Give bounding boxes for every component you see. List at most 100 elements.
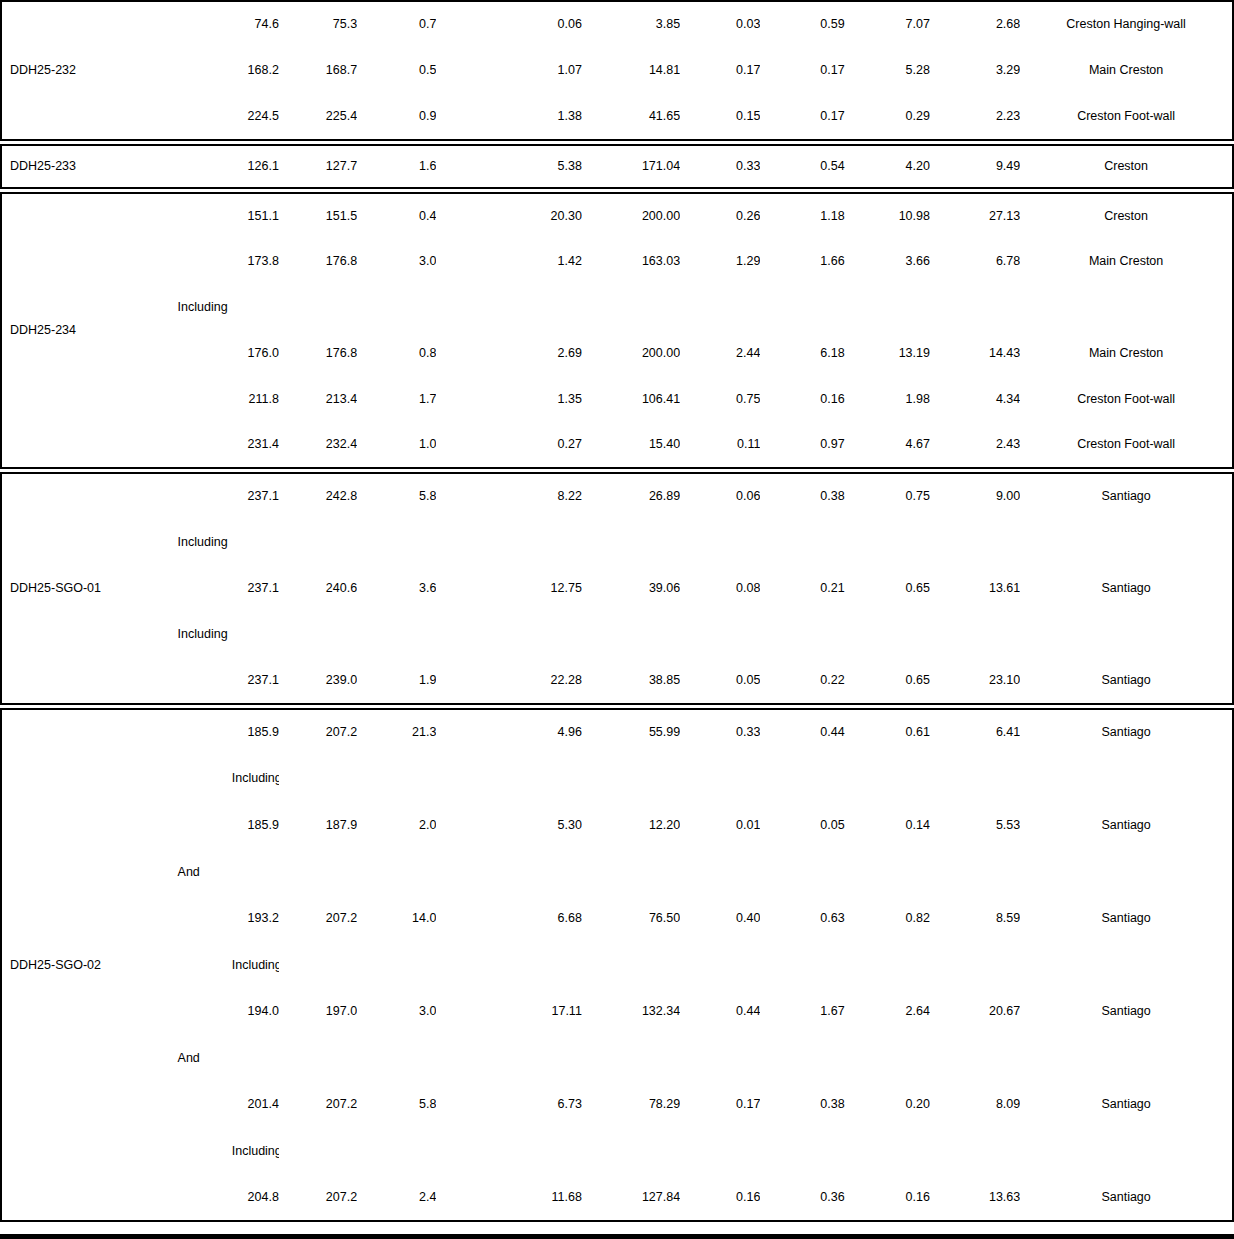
width-cell: 14.0 [357,895,436,942]
v1-cell [436,612,581,658]
from-cell [232,1035,279,1082]
v6-cell: 6.41 [930,709,1020,756]
v6-cell: 4.34 [930,376,1020,422]
to-cell [279,519,357,565]
qualifier-cell [172,239,232,285]
v6-cell [930,519,1020,565]
zone-cell: Creston [1020,145,1233,188]
v5-cell: 0.75 [845,473,930,519]
v6-cell: 8.09 [930,1081,1020,1128]
v3-cell: 0.17 [680,47,760,93]
v5-cell [845,1128,930,1175]
v6-cell: 9.49 [930,145,1020,188]
v3-cell: 0.33 [680,709,760,756]
v6-cell: 13.63 [930,1174,1020,1221]
v5-cell: 13.19 [845,330,930,376]
v5-cell: 3.66 [845,239,930,285]
v6-cell: 13.61 [930,565,1020,611]
v2-cell: 132.34 [582,988,680,1035]
from-cell: 173.8 [232,239,279,285]
to-cell [279,612,357,658]
next-section-top-border [0,1234,1234,1239]
from-cell: 237.1 [232,565,279,611]
v2-cell [582,285,680,331]
width-cell: 1.0 [357,422,436,468]
to-cell: 239.0 [279,658,357,704]
v4-cell: 0.16 [760,376,844,422]
qualifier-cell [172,94,232,140]
width-cell: 3.0 [357,239,436,285]
assay-row: 173.8176.83.01.42163.031.291.663.666.78M… [1,239,1233,285]
v6-cell: 6.78 [930,239,1020,285]
qualifier-row: Including [1,612,1233,658]
qualifier-cell [172,1174,232,1221]
v2-cell: 200.00 [582,330,680,376]
from-cell: Including [232,1128,279,1175]
v1-cell [436,1128,581,1175]
v2-cell: 38.85 [582,658,680,704]
v4-cell: 0.38 [760,1081,844,1128]
v5-cell [845,1035,930,1082]
v5-cell: 0.20 [845,1081,930,1128]
v1-cell: 6.68 [436,895,581,942]
v3-cell [680,849,760,896]
to-cell: 127.7 [279,145,357,188]
zone-cell: Santiago [1020,565,1233,611]
v6-cell: 23.10 [930,658,1020,704]
v5-cell: 0.65 [845,658,930,704]
v3-cell: 0.26 [680,193,760,239]
v4-cell: 1.18 [760,193,844,239]
v3-cell [680,942,760,989]
v2-cell: 55.99 [582,709,680,756]
v4-cell [760,612,844,658]
from-cell: 74.6 [232,1,279,47]
v5-cell: 0.29 [845,94,930,140]
width-cell: 0.9 [357,94,436,140]
v1-cell: 17.11 [436,988,581,1035]
v2-cell [582,755,680,802]
width-cell [357,285,436,331]
v1-cell: 4.96 [436,709,581,756]
v6-cell [930,1128,1020,1175]
to-cell: 207.2 [279,1174,357,1221]
to-cell: 207.2 [279,895,357,942]
v4-cell [760,285,844,331]
assay-row: 204.8207.22.411.68127.840.160.360.1613.6… [1,1174,1233,1221]
qualifier-row: And [1,849,1233,896]
zone-cell [1020,285,1233,331]
to-cell: 187.9 [279,802,357,849]
to-cell: 197.0 [279,988,357,1035]
qualifier-cell [172,473,232,519]
v1-cell [436,1035,581,1082]
v4-cell [760,1128,844,1175]
from-cell: 176.0 [232,330,279,376]
to-cell [279,849,357,896]
v2-cell: 127.84 [582,1174,680,1221]
assay-row: 193.2207.214.06.6876.500.400.630.828.59S… [1,895,1233,942]
to-cell: 213.4 [279,376,357,422]
zone-cell: Santiago [1020,895,1233,942]
v6-cell [930,755,1020,802]
width-cell: 0.4 [357,193,436,239]
width-cell: 1.7 [357,376,436,422]
assay-row: DDH25-SGO-02185.9207.221.34.9655.990.330… [1,709,1233,756]
v2-cell [582,1035,680,1082]
zone-cell: Santiago [1020,988,1233,1035]
to-cell: 225.4 [279,94,357,140]
v6-cell: 2.43 [930,422,1020,468]
v1-cell: 8.22 [436,473,581,519]
assay-row: 168.2168.70.51.0714.810.170.175.283.29Ma… [1,47,1233,93]
from-cell: 194.0 [232,988,279,1035]
v2-cell: 3.85 [582,1,680,47]
width-cell [357,849,436,896]
width-cell [357,755,436,802]
v2-cell [582,1128,680,1175]
v4-cell [760,755,844,802]
drill-results-tables: DDH25-23274.675.30.70.063.850.030.597.07… [0,0,1234,1222]
to-cell: 207.2 [279,709,357,756]
v2-cell: 15.40 [582,422,680,468]
zone-cell: Creston Foot-wall [1020,94,1233,140]
qualifier-row: And [1,1035,1233,1082]
zone-cell [1020,755,1233,802]
to-cell: 151.5 [279,193,357,239]
